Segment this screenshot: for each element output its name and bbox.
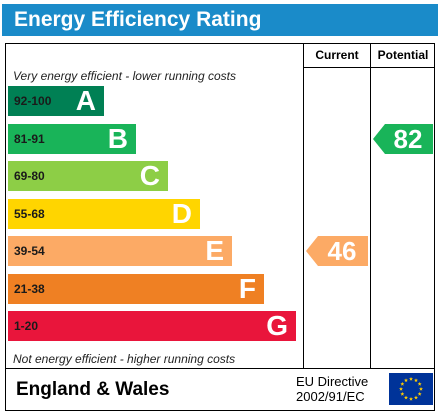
band-range: 69-80 [14, 169, 45, 183]
current-column-header: Current [315, 48, 359, 62]
eu-flag-icon [389, 373, 433, 405]
potential-rating-value: 82 [393, 123, 423, 154]
band-g: 1-20 G [8, 311, 296, 341]
band-range: 21-38 [14, 281, 45, 296]
band-a: 92-100 A [8, 86, 104, 116]
band-e: 39-54 E [8, 236, 232, 266]
current-rating-arrow: 46 [306, 236, 368, 266]
title-bar: Energy Efficiency Rating [2, 4, 438, 36]
rating-chart: Current Potential Very energy efficient … [5, 43, 435, 369]
potential-arrow-shape [373, 123, 433, 154]
footer-region: England & Wales [16, 379, 170, 400]
header-divider [303, 67, 434, 68]
band-letter: C [139, 160, 160, 191]
footer: England & Wales EU Directive 2002/91/EC [5, 369, 435, 411]
band-letter: G [266, 310, 288, 341]
page-title: Energy Efficiency Rating [14, 8, 262, 31]
band-c: 69-80 C [8, 161, 168, 191]
band-range: 39-54 [14, 244, 45, 258]
current-column-divider [303, 44, 304, 368]
directive-line1: EU Directive [296, 374, 369, 389]
eu-directive: EU Directive 2002/91/EC [296, 374, 368, 404]
band-letter: F [238, 272, 256, 304]
bottom-note: Not energy efficient - higher running co… [13, 352, 236, 366]
top-note: Very energy efficient - lower running co… [13, 69, 236, 83]
band-range: 55-68 [14, 206, 45, 221]
band-d: 55-68 D [8, 197, 200, 229]
band-f: 21-38 F [8, 272, 264, 304]
band-range: 92-100 [14, 94, 52, 108]
band-b: 81-91 B [8, 122, 136, 154]
current-rating-value: 46 [327, 236, 357, 266]
potential-rating-arrow: 82 [373, 123, 433, 154]
current-arrow-shape [306, 236, 368, 266]
band-letter: D [171, 197, 192, 229]
band-range: 81-91 [14, 131, 45, 146]
band-range: 1-20 [14, 319, 39, 333]
potential-column-header: Potential [377, 48, 429, 62]
band-letter: E [205, 235, 224, 266]
directive-line2: 2002/91/EC [296, 389, 365, 404]
potential-column-divider [370, 44, 371, 368]
band-letter: B [107, 122, 128, 154]
band-letter: A [75, 85, 96, 116]
